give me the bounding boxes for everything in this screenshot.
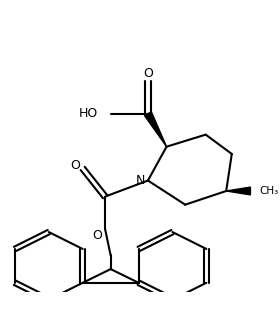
Text: O: O — [93, 229, 102, 242]
Polygon shape — [144, 112, 167, 147]
Polygon shape — [226, 187, 250, 195]
Text: N: N — [136, 174, 145, 187]
Text: O: O — [70, 159, 80, 172]
Text: O: O — [143, 67, 153, 80]
Text: CH₃: CH₃ — [260, 186, 279, 196]
Text: HO: HO — [78, 107, 98, 120]
